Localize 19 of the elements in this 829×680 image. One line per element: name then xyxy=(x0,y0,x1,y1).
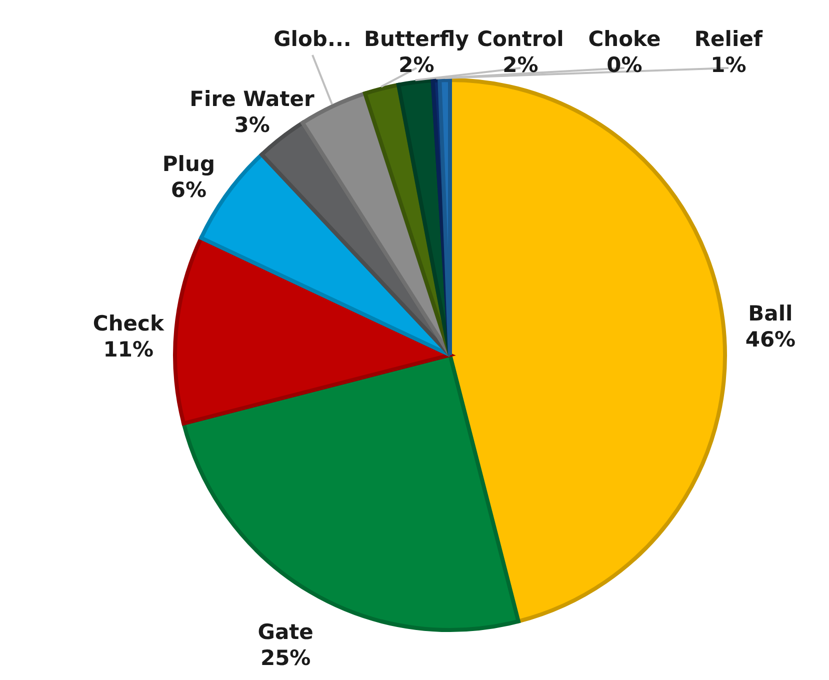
data-label: 25% xyxy=(260,646,311,670)
slice-label: Fire Water xyxy=(190,86,316,111)
slice-label: Check xyxy=(92,312,165,336)
data-label: 46% xyxy=(745,328,796,352)
data-label: 2% xyxy=(502,53,538,77)
data-label: 11% xyxy=(103,338,154,362)
data-label: 6% xyxy=(170,178,207,202)
slice-label: Butterfly xyxy=(364,27,470,51)
slice-label: Choke xyxy=(588,27,661,51)
slice-label: Gate xyxy=(258,620,314,644)
data-label: 3% xyxy=(234,112,270,137)
data-label: 2% xyxy=(398,53,434,77)
slice-label: Relief xyxy=(694,27,764,51)
slice-label: Plug xyxy=(162,152,215,176)
slice-label: Ball xyxy=(748,302,793,326)
slice-label: Glob... xyxy=(274,27,352,51)
slice-label: Control xyxy=(477,27,564,51)
data-label: 0% xyxy=(606,53,642,77)
data-label: 1% xyxy=(710,53,746,77)
